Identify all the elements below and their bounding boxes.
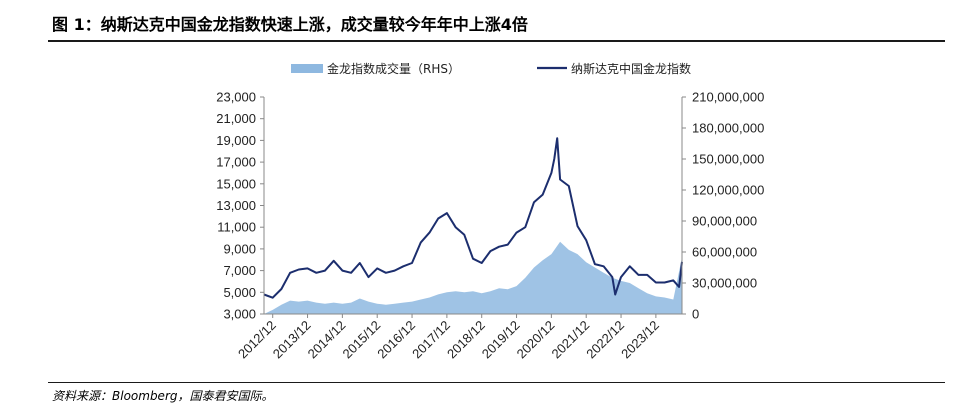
right-tick-label: 120,000,000 — [692, 183, 764, 198]
left-tick-label: 11,000 — [217, 220, 256, 235]
left-axis-ticks: 3,000 5,000 7,000 9,000 11,000 13,000 15,000 17… — [216, 90, 264, 322]
left-tick-label: 3,000 — [223, 307, 256, 322]
title-rule — [48, 40, 945, 42]
left-tick-label: 15,000 — [216, 176, 256, 191]
x-tick-label: 2022/12 — [583, 318, 627, 362]
right-tick-label: 210,000,000 — [692, 90, 764, 105]
x-tick-label: 2014/12 — [305, 318, 349, 362]
right-tick-label: 150,000,000 — [692, 152, 764, 167]
plot-area — [263, 137, 683, 314]
left-tick-label: 9,000 — [223, 241, 256, 256]
x-tick-label: 2017/12 — [409, 318, 453, 362]
x-tick-label: 2019/12 — [479, 318, 523, 362]
right-tick-label: 60,000,000 — [692, 245, 757, 260]
left-tick-label: 13,000 — [216, 198, 256, 213]
x-tick-label: 2016/12 — [374, 318, 418, 362]
legend-label-index: 纳斯达克中国金龙指数 — [571, 61, 691, 76]
right-axis-ticks: 0 30,000,000 60,000,000 90,000,000 120,000,0… — [682, 90, 764, 322]
x-tick-label: 2023/12 — [618, 318, 662, 362]
right-tick-label: 0 — [692, 307, 699, 322]
x-tick-label: 2012/12 — [235, 318, 279, 362]
left-tick-label: 21,000 — [216, 111, 256, 126]
index-line-series — [263, 137, 683, 299]
legend-label-volume: 金龙指数成交量（RHS） — [327, 61, 460, 76]
x-axis-ticks: 2012/122013/122014/122015/122016/122017/… — [235, 314, 662, 361]
right-tick-label: 180,000,000 — [692, 121, 764, 136]
x-tick-label: 2021/12 — [548, 318, 592, 362]
left-tick-label: 19,000 — [216, 133, 256, 148]
source-note: 资料来源：Bloomberg，国泰君安国际。 — [52, 389, 274, 403]
figure-title: 图 1：纳斯达克中国金龙指数快速上涨，成交量较今年年中上涨4倍 — [52, 15, 528, 34]
left-tick-label: 7,000 — [223, 263, 256, 278]
legend-swatch-volume — [291, 64, 323, 73]
left-tick-label: 23,000 — [216, 90, 256, 105]
source-rule — [48, 382, 945, 383]
left-tick-label: 5,000 — [223, 285, 256, 300]
left-tick-label: 17,000 — [216, 155, 256, 170]
right-tick-label: 90,000,000 — [692, 214, 757, 229]
right-tick-label: 30,000,000 — [692, 276, 757, 291]
x-tick-label: 2018/12 — [444, 318, 488, 362]
x-tick-label: 2015/12 — [339, 318, 383, 362]
volume-area-series — [264, 241, 682, 314]
x-tick-label: 2020/12 — [514, 318, 558, 362]
legend: 金龙指数成交量（RHS） 纳斯达克中国金龙指数 — [291, 61, 691, 76]
x-tick-label: 2013/12 — [270, 318, 314, 362]
